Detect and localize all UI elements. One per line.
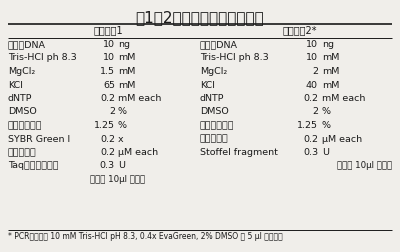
- Text: 10: 10: [306, 40, 318, 49]
- Text: 2: 2: [312, 67, 318, 76]
- Text: U: U: [322, 148, 329, 157]
- Text: MgCl₂: MgCl₂: [200, 67, 227, 76]
- Text: %: %: [322, 108, 331, 116]
- Text: Stoffel fragment: Stoffel fragment: [200, 148, 278, 157]
- Text: dNTP: dNTP: [8, 94, 32, 103]
- Text: Tris-HCl ph 8.3: Tris-HCl ph 8.3: [200, 53, 269, 62]
- Text: 反応溶液2*: 反応溶液2*: [283, 25, 317, 35]
- Text: mM: mM: [322, 67, 339, 76]
- Text: DMSO: DMSO: [200, 108, 229, 116]
- Text: 10: 10: [103, 53, 115, 62]
- Text: 10: 10: [103, 40, 115, 49]
- Text: SYBR Green I: SYBR Green I: [8, 135, 70, 143]
- Text: グリセロール: グリセロール: [8, 121, 42, 130]
- Text: 65: 65: [103, 80, 115, 89]
- Text: 反応溶液1: 反応溶液1: [93, 25, 123, 35]
- Text: x: x: [118, 135, 124, 143]
- Text: mM: mM: [118, 53, 135, 62]
- Text: dNTP: dNTP: [200, 94, 224, 103]
- Text: KCl: KCl: [8, 80, 23, 89]
- Text: 表1．2つの異なる反応液組成: 表1．2つの異なる反応液組成: [136, 10, 264, 25]
- Text: %: %: [118, 121, 127, 130]
- Text: U: U: [118, 162, 125, 171]
- Text: μM each: μM each: [118, 148, 158, 157]
- Text: 2: 2: [109, 108, 115, 116]
- Text: 0.2: 0.2: [303, 135, 318, 143]
- Text: 0.3: 0.3: [100, 162, 115, 171]
- Text: プライマー: プライマー: [200, 135, 229, 143]
- Text: mM: mM: [322, 80, 339, 89]
- Text: 0.3: 0.3: [303, 148, 318, 157]
- Text: 1.5: 1.5: [100, 67, 115, 76]
- Text: %: %: [118, 108, 127, 116]
- Text: 純水で 10μl に調整: 純水で 10μl に調整: [90, 175, 145, 184]
- Text: 1.25: 1.25: [94, 121, 115, 130]
- Text: MgCl₂: MgCl₂: [8, 67, 35, 76]
- Text: 純水で 10μl に調整: 純水で 10μl に調整: [337, 162, 392, 171]
- Text: mM: mM: [118, 67, 135, 76]
- Text: 40: 40: [306, 80, 318, 89]
- Text: 2: 2: [312, 108, 318, 116]
- Text: 0.2: 0.2: [100, 94, 115, 103]
- Text: mM each: mM each: [322, 94, 365, 103]
- Text: Taqポリメラーゼ: Taqポリメラーゼ: [8, 162, 58, 171]
- Text: %: %: [322, 121, 331, 130]
- Text: ゲノムDNA: ゲノムDNA: [200, 40, 238, 49]
- Text: プライマー: プライマー: [8, 148, 37, 157]
- Text: KCl: KCl: [200, 80, 215, 89]
- Text: 0.2: 0.2: [100, 135, 115, 143]
- Text: ng: ng: [118, 40, 130, 49]
- Text: mM each: mM each: [118, 94, 161, 103]
- Text: ゲノムDNA: ゲノムDNA: [8, 40, 46, 49]
- Text: mM: mM: [322, 53, 339, 62]
- Text: mM: mM: [118, 80, 135, 89]
- Text: ng: ng: [322, 40, 334, 49]
- Text: DMSO: DMSO: [8, 108, 37, 116]
- Text: μM each: μM each: [322, 135, 362, 143]
- Text: グリセロール: グリセロール: [200, 121, 234, 130]
- Text: 0.2: 0.2: [303, 94, 318, 103]
- Text: 1.25: 1.25: [297, 121, 318, 130]
- Text: * PCR反応後に 10 mM Tris-HCl pH 8.3, 0.4x EvaGreen, 2% DMSO を 5 μl 加える。: * PCR反応後に 10 mM Tris-HCl pH 8.3, 0.4x Ev…: [8, 232, 283, 241]
- Text: 10: 10: [306, 53, 318, 62]
- Text: 0.2: 0.2: [100, 148, 115, 157]
- Text: Tris-HCl ph 8.3: Tris-HCl ph 8.3: [8, 53, 77, 62]
